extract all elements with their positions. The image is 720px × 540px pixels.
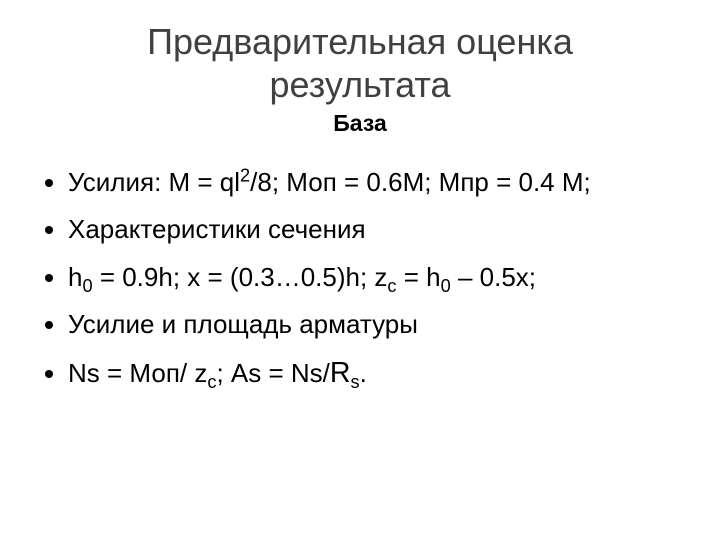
subscript: s — [351, 372, 360, 392]
text-run: . — [360, 358, 367, 388]
bullet-item: Усилия: М = ql2/8; Моп = 0.6М; Мпр = 0.4… — [68, 165, 680, 200]
text-run: = 0.9h; x = (0.3…0.5)h; z — [93, 262, 388, 292]
slide-title: Предварительная оценка результата — [40, 20, 680, 106]
slide-subtitle: База — [40, 110, 680, 137]
text-run: Ns = Моп/ z — [68, 358, 207, 388]
text-run: h — [68, 262, 82, 292]
superscript: 2 — [240, 166, 250, 186]
text-run: Характеристики сечения — [68, 214, 366, 244]
bullet-item: Усилие и площадь арматуры — [68, 307, 680, 342]
text-run: = h — [397, 262, 441, 292]
bullet-list: Усилия: М = ql2/8; Моп = 0.6М; Мпр = 0.4… — [40, 165, 680, 392]
text-run: /8; Моп = 0.6М; Мпр = 0.4 М; — [250, 167, 591, 197]
text-run: – 0.5x; — [451, 262, 536, 292]
bullet-item: h0 = 0.9h; x = (0.3…0.5)h; zс = h0 – 0.5… — [68, 260, 680, 295]
subscript: с — [387, 276, 396, 296]
text-run: Усилия: М = ql — [68, 167, 240, 197]
subscript: 0 — [441, 276, 451, 296]
bullet-item: Ns = Моп/ zс; As = Ns/Rs. — [68, 354, 680, 393]
title-line-1: Предварительная оценка — [147, 21, 573, 62]
text-run: Усилие и площадь арматуры — [68, 309, 418, 339]
bullet-item: Характеристики сечения — [68, 212, 680, 247]
title-line-2: результата — [270, 64, 451, 105]
subscript: 0 — [82, 276, 92, 296]
text-run: ; As = Ns/ — [216, 358, 329, 388]
slide: Предварительная оценка результата База У… — [0, 0, 720, 540]
text-run: R — [330, 357, 351, 389]
